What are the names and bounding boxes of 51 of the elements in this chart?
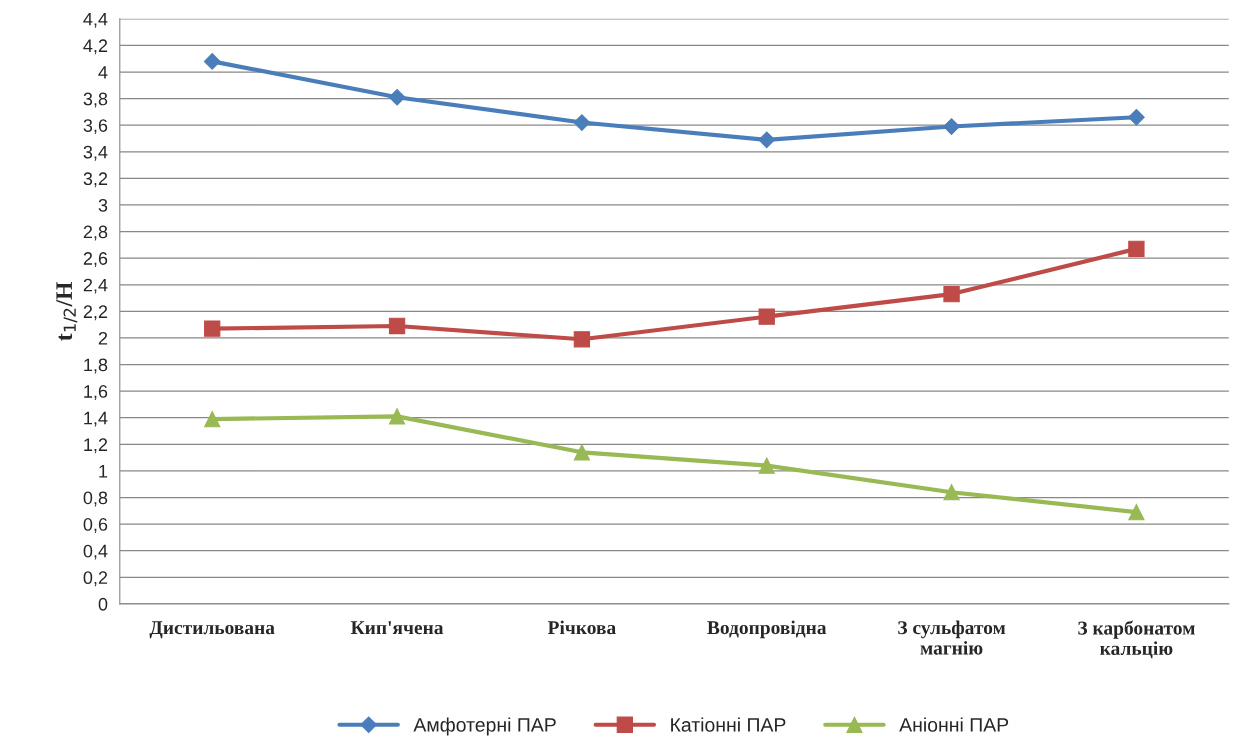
point xyxy=(1128,240,1145,258)
point xyxy=(758,308,775,325)
point xyxy=(204,410,221,428)
y-tick-label: 2 xyxy=(98,331,108,345)
y-tick-label: 4 xyxy=(98,66,108,79)
point xyxy=(1128,504,1145,521)
point xyxy=(573,114,591,131)
y-tick-label: 1,8 xyxy=(84,358,108,374)
y-tick-label: 4,4 xyxy=(83,12,108,28)
point xyxy=(204,320,221,337)
point xyxy=(943,484,960,501)
point xyxy=(943,285,960,303)
y-tick-label: 1,6 xyxy=(84,385,108,400)
point xyxy=(943,118,960,135)
legend-label: Аніонні ПАР xyxy=(899,717,1009,732)
point xyxy=(573,444,591,461)
y-tick-label: 2,6 xyxy=(83,252,108,268)
y-tick-label: 1 xyxy=(99,465,108,478)
point xyxy=(388,408,406,425)
point xyxy=(388,88,406,106)
point xyxy=(203,53,221,70)
point xyxy=(573,331,591,348)
point xyxy=(388,317,406,335)
point xyxy=(758,457,775,474)
y-tick-label: 0,8 xyxy=(83,491,108,507)
x-tick-label: З сульфатом магнію xyxy=(898,620,1006,655)
y-tick-label: 0,4 xyxy=(83,544,108,560)
y-tick-label: 3,2 xyxy=(83,172,108,188)
y-tick-label: 1,2 xyxy=(84,438,108,454)
y-axis-title: t$_{1/2}$/Н xyxy=(56,281,78,341)
x-tick-label: Дистильована xyxy=(149,621,275,639)
y-tick-label: 3,6 xyxy=(83,119,108,135)
y-tick-label: 3,4 xyxy=(83,145,108,161)
y-tick-label: 0 xyxy=(98,597,108,611)
y-tick-label: 3,8 xyxy=(83,92,108,108)
legend-label: Катіонні ПАР xyxy=(671,717,786,732)
y-tick-label: 1,4 xyxy=(84,411,108,427)
x-tick-label: Водопровідна xyxy=(707,620,827,639)
point xyxy=(758,131,776,149)
y-tick-label: 3 xyxy=(98,198,108,212)
y-tick-label: 2,2 xyxy=(83,305,108,321)
y-tick-label: 2,8 xyxy=(83,225,108,241)
y-tick-label: 2,4 xyxy=(83,278,108,294)
x-tick-label: Кип'ячена xyxy=(350,621,444,635)
y-tick-label: 0,6 xyxy=(83,518,108,533)
legend-label: Амфотерні ПАР xyxy=(413,717,556,736)
x-tick-label: З карбонатом кальцію xyxy=(1078,620,1195,659)
x-tick-label: Річкова xyxy=(547,620,616,635)
point xyxy=(1128,108,1145,126)
y-tick-label: 0,2 xyxy=(83,571,108,587)
y-tick-label: 4,2 xyxy=(83,39,108,55)
